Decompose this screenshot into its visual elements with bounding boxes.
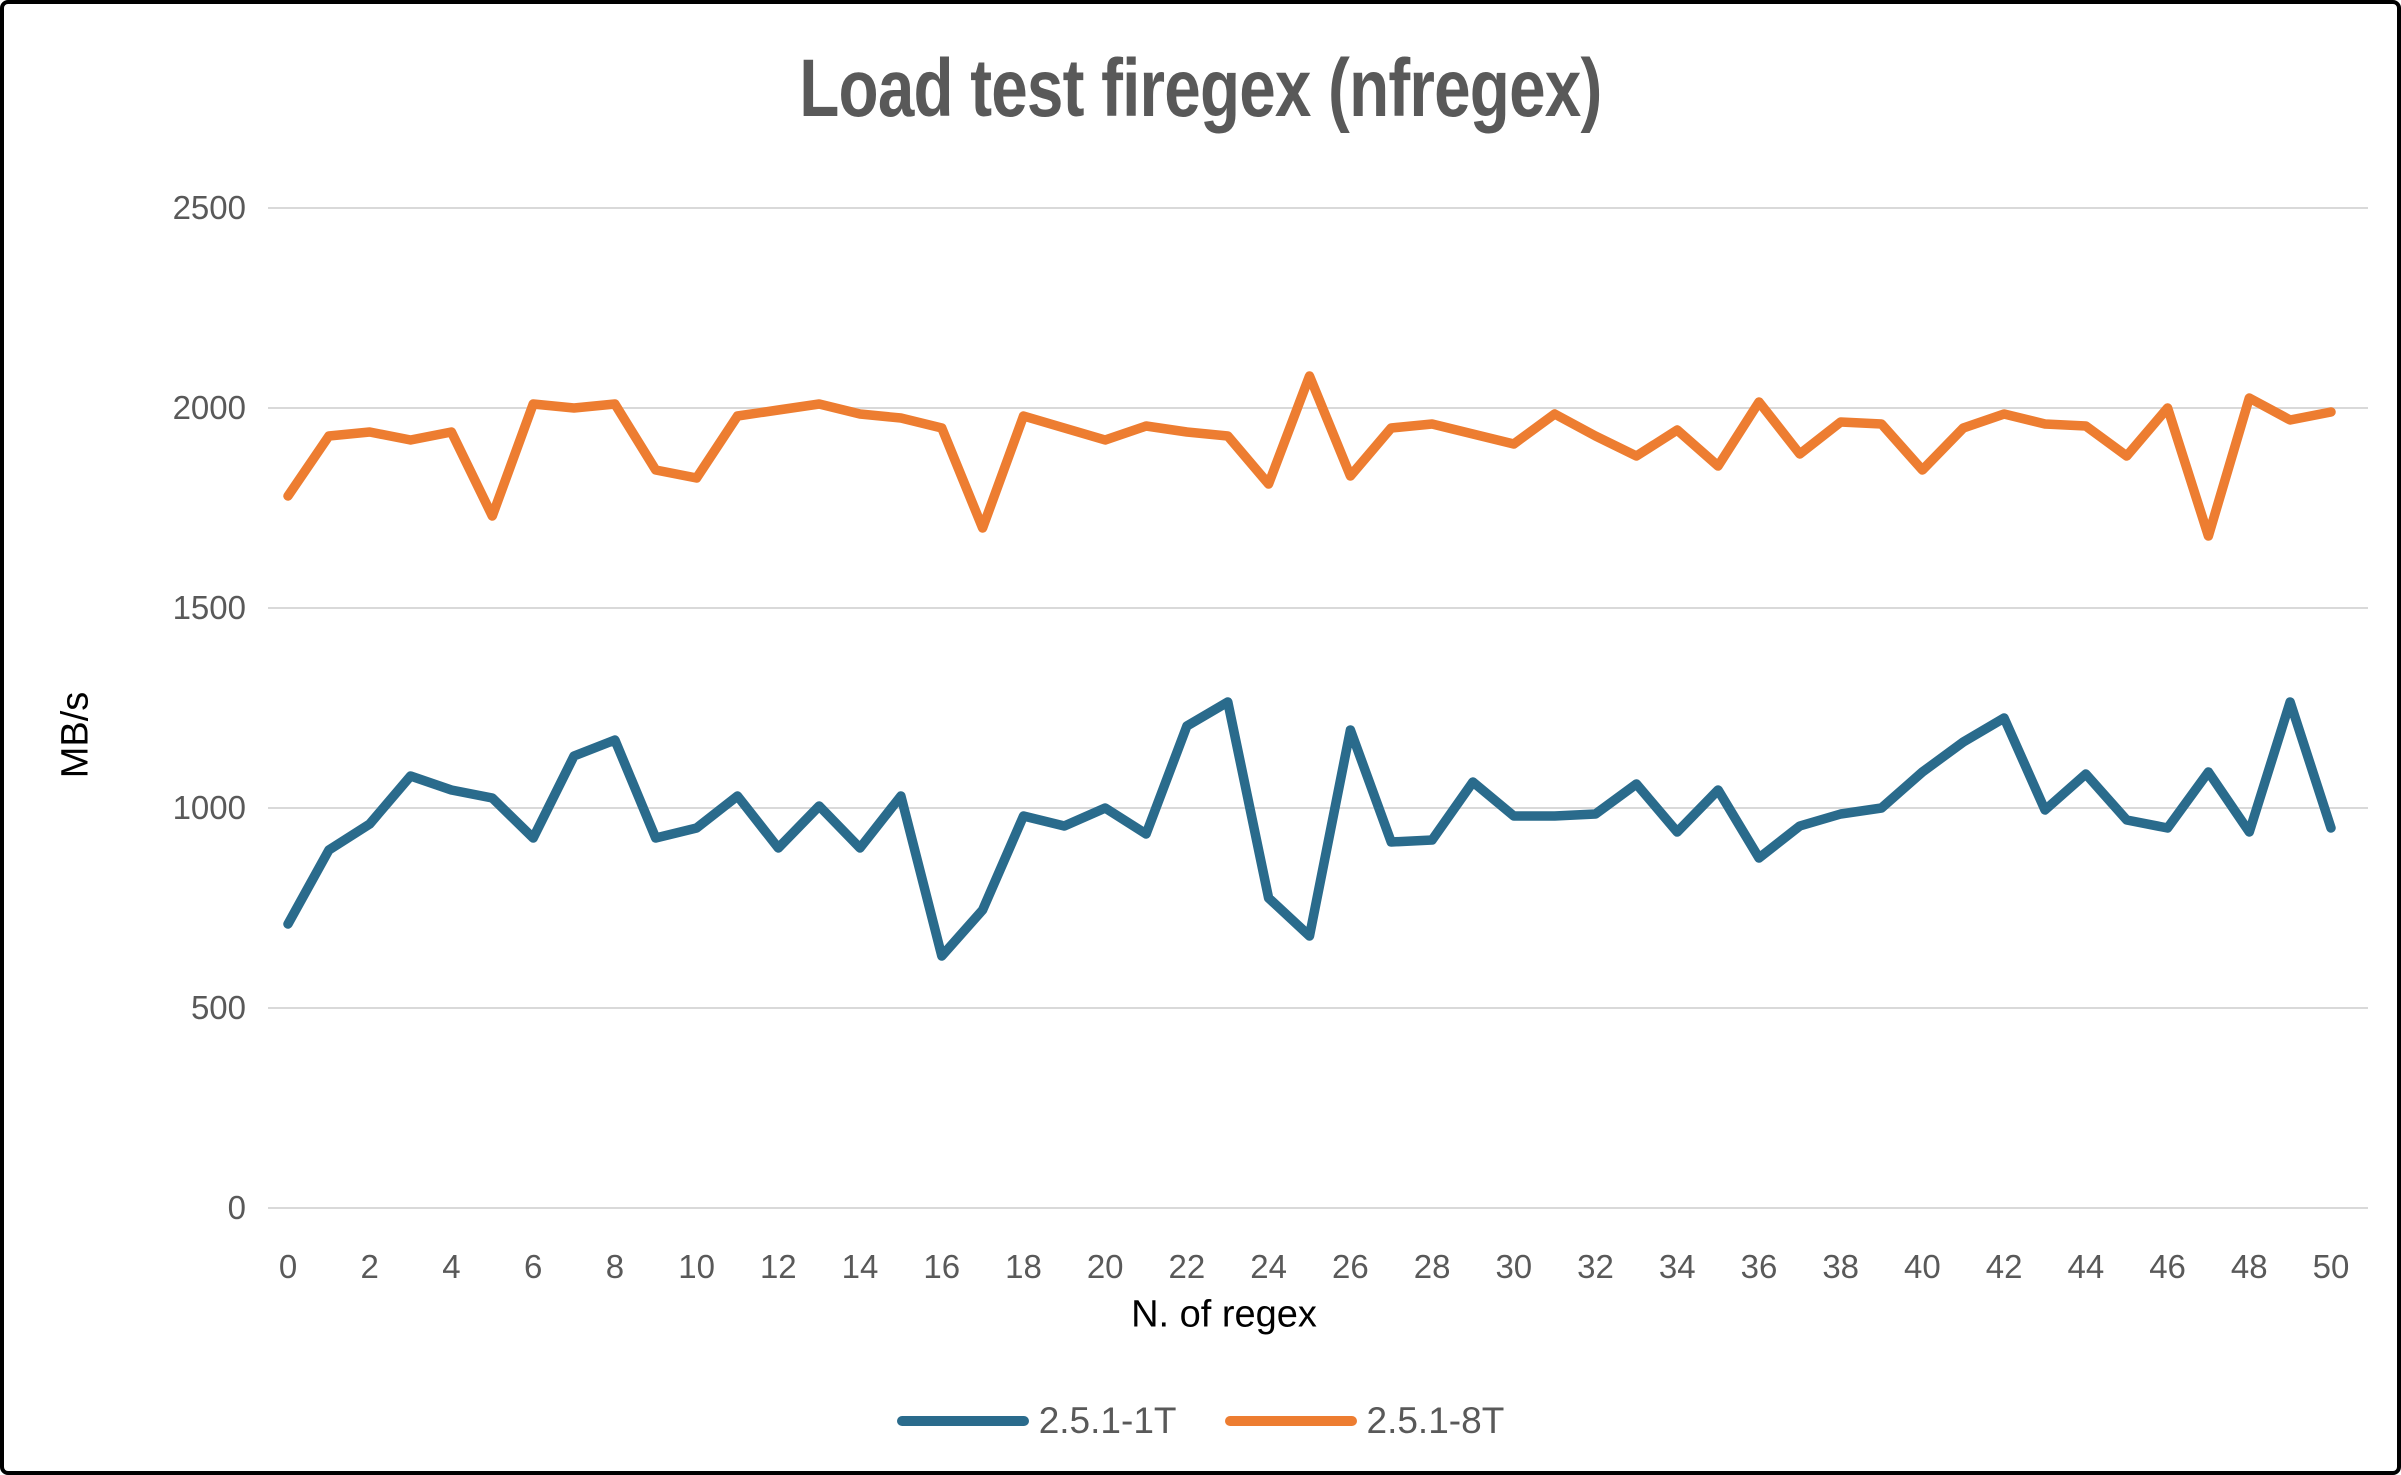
- x-tick-label-36: 36: [1740, 1248, 1778, 1285]
- legend-item-1t: 2.5.1-1T: [896, 1400, 1177, 1442]
- x-tick-label-6: 6: [523, 1248, 543, 1285]
- legend-swatch-1t: [896, 1416, 1029, 1426]
- x-tick-label-34: 34: [1658, 1248, 1696, 1285]
- x-tick-label-0: 0: [278, 1248, 298, 1285]
- legend-swatch-8t: [1224, 1416, 1357, 1426]
- x-tick-label-12: 12: [759, 1248, 797, 1285]
- x-tick-label-38: 38: [1822, 1248, 1860, 1285]
- x-tick-label-28: 28: [1413, 1248, 1451, 1285]
- x-tick-label-46: 46: [2149, 1248, 2186, 1285]
- x-tick-label-2: 2: [360, 1248, 379, 1285]
- x-tick-label-24: 24: [1250, 1248, 1287, 1285]
- x-tick-label-8: 8: [605, 1248, 625, 1285]
- x-tick-label-16: 16: [923, 1248, 961, 1285]
- y-tick-label-1500: 1500: [172, 589, 246, 626]
- y-tick-label-0: 0: [227, 1189, 246, 1226]
- legend-label-8t: 2.5.1-8T: [1366, 1400, 1505, 1441]
- legend: 2.5.1-1T 2.5.1-8T: [4, 1400, 2397, 1442]
- plot-area: [268, 207, 2368, 1209]
- legend-item-8t: 2.5.1-8T: [1224, 1400, 1505, 1442]
- series-line-2.5.1-8T: [283, 371, 2336, 541]
- x-tick-label-10: 10: [678, 1248, 715, 1285]
- chart-title-text: Load test firegex (nfregex): [799, 43, 1602, 134]
- y-tick-label-2500: 2500: [172, 189, 246, 226]
- x-tick-label-32: 32: [1577, 1248, 1614, 1285]
- x-tick-label-48: 48: [2230, 1248, 2268, 1285]
- x-tick-label-44: 44: [2067, 1248, 2105, 1285]
- x-tick-label-30: 30: [1495, 1248, 1533, 1285]
- x-tick-label-40: 40: [1904, 1248, 1941, 1285]
- series-lines-group: [283, 371, 2336, 961]
- x-tick-label-4: 4: [442, 1248, 461, 1285]
- chart-title: Load test firegex (nfregex): [4, 42, 2397, 136]
- legend-label-1t: 2.5.1-1T: [1038, 1400, 1177, 1441]
- gridlines-group: [268, 207, 2368, 1209]
- x-tick-label-22: 22: [1168, 1248, 1206, 1285]
- x-tick-label-50: 50: [2312, 1248, 2350, 1285]
- series-line-2.5.1-1T: [283, 697, 2336, 961]
- y-tick-label-2000: 2000: [172, 389, 246, 426]
- y-axis-title: MB/s: [54, 691, 97, 779]
- x-tick-label-26: 26: [1332, 1248, 1369, 1285]
- y-tick-label-500: 500: [190, 989, 246, 1026]
- x-tick-label-14: 14: [841, 1248, 879, 1285]
- y-tick-label-1000: 1000: [172, 789, 246, 826]
- x-tick-label-20: 20: [1086, 1248, 1124, 1285]
- x-tick-label-18: 18: [1005, 1248, 1042, 1285]
- x-axis-title: N. of regex: [1131, 1293, 1317, 1336]
- x-tick-label-42: 42: [1985, 1248, 2023, 1285]
